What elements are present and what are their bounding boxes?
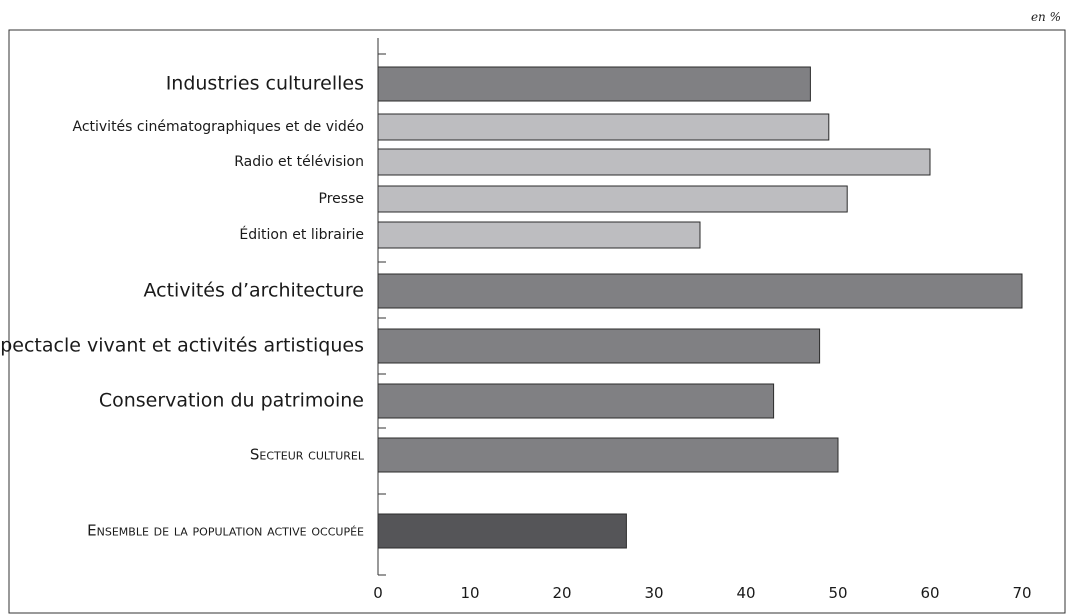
category-label: Secteur culturel <box>250 446 365 464</box>
category-label: Ensemble de la population active occupée <box>87 522 364 540</box>
bar <box>377 513 627 549</box>
x-tick-label: 70 <box>1012 584 1031 602</box>
category-label: Activités cinématographiques et de vidéo <box>72 119 364 135</box>
category-label: Spectacle vivant et activités artistique… <box>0 335 364 357</box>
x-tick-label: 40 <box>736 584 755 602</box>
bar <box>377 383 775 419</box>
bar <box>377 273 1023 309</box>
category-label: Activités d’architecture <box>143 280 364 302</box>
category-label: Industries culturelles <box>166 73 364 95</box>
x-tick-label: 20 <box>552 584 571 602</box>
bar <box>377 148 931 176</box>
bar <box>377 113 830 141</box>
x-tick-label: 60 <box>920 584 939 602</box>
x-tick-label: 30 <box>644 584 663 602</box>
bar <box>377 66 811 102</box>
bar <box>377 185 848 213</box>
category-label: Presse <box>319 191 364 207</box>
category-label: Radio et télévision <box>234 154 364 170</box>
bar <box>377 437 839 473</box>
chart-frame <box>8 29 1066 614</box>
category-label: Édition et librairie <box>239 226 364 243</box>
x-tick-label: 50 <box>828 584 847 602</box>
category-label: Conservation du patrimoine <box>99 390 364 412</box>
x-tick-label: 0 <box>373 584 383 602</box>
x-tick-label: 10 <box>460 584 479 602</box>
unit-label: en % <box>1030 10 1061 24</box>
bar <box>377 221 701 249</box>
bar <box>377 328 821 364</box>
